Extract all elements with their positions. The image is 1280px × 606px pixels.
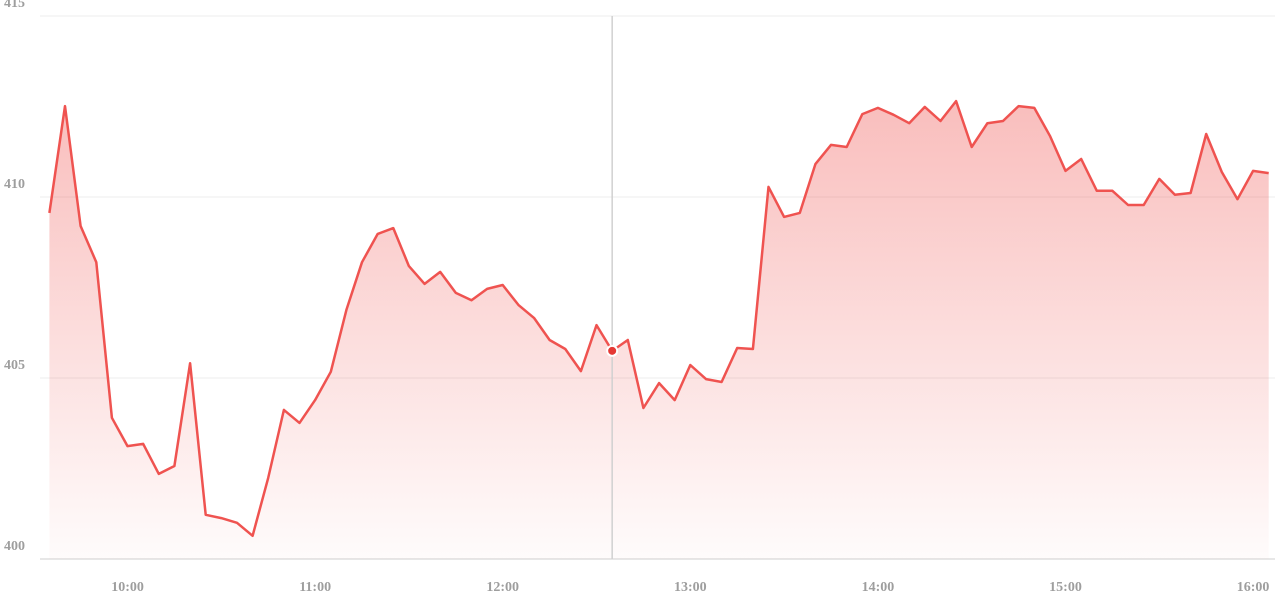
y-tick-label: 405	[4, 358, 25, 373]
x-tick-label: 14:00	[862, 580, 895, 595]
hover-point	[606, 344, 619, 357]
y-tick-label: 415	[4, 0, 25, 11]
price-line	[48, 99, 1269, 538]
x-tick-label: 11:00	[299, 580, 331, 595]
x-tick-label: 16:00	[1237, 580, 1270, 595]
x-tick-label: 10:00	[111, 580, 144, 595]
x-tick-label: 13:00	[674, 580, 707, 595]
y-tick-label: 410	[4, 177, 25, 192]
x-tick-label: 12:00	[486, 580, 519, 595]
x-tick-label: 15:00	[1049, 580, 1082, 595]
area-fill	[49, 101, 1269, 559]
y-tick-label: 400	[4, 539, 25, 554]
